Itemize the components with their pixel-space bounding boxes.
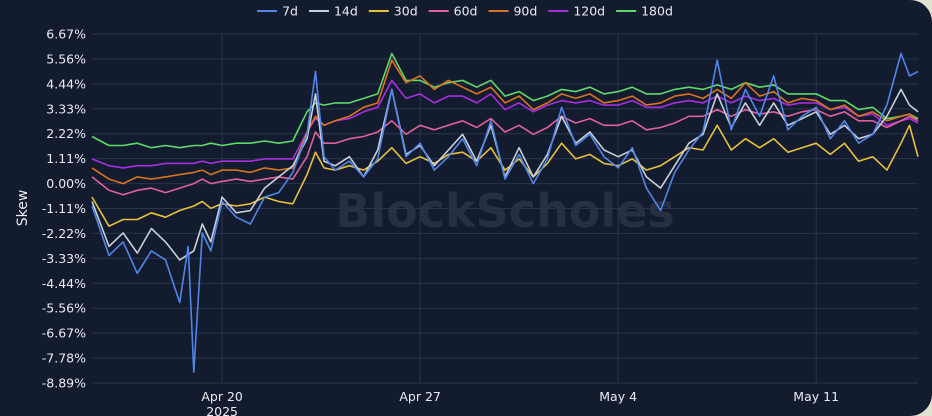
- x-tick-label: May 11: [793, 389, 839, 404]
- series-line-120d: [91, 79, 919, 169]
- legend-item-90d[interactable]: 90d: [488, 4, 537, 19]
- y-axis-label: Skew: [15, 190, 31, 227]
- legend-label: 7d: [282, 4, 298, 19]
- legend-label: 90d: [513, 4, 537, 19]
- series-line-180d: [91, 52, 919, 149]
- y-tick-label: 5.56%: [46, 51, 86, 66]
- y-tick-label: -2.22%: [42, 226, 86, 241]
- y-tick-label: -3.33%: [42, 251, 86, 266]
- y-tick-label: 4.44%: [46, 76, 86, 91]
- x-tick-label: May 4: [599, 389, 637, 404]
- y-tick-label: 3.33%: [46, 101, 86, 116]
- legend-label: 180d: [641, 4, 673, 19]
- x-tick-label: Apr 20: [201, 389, 243, 404]
- legend-label: 14d: [334, 4, 358, 19]
- legend-item-180d[interactable]: 180d: [616, 4, 673, 19]
- series-line-7d: [91, 52, 919, 373]
- legend-label: 30d: [394, 4, 418, 19]
- legend-item-14d[interactable]: 14d: [308, 4, 358, 19]
- y-tick-label: -5.56%: [42, 301, 86, 316]
- legend-item-7d[interactable]: 7d: [257, 4, 298, 19]
- x-tick-sublabel: 2025: [206, 404, 238, 416]
- y-tick-label: 0.00%: [46, 176, 86, 191]
- series-line-90d: [91, 59, 919, 185]
- series-line-60d: [91, 108, 919, 196]
- legend-item-30d[interactable]: 30d: [368, 4, 418, 19]
- y-tick-label: -6.67%: [42, 326, 86, 341]
- watermark-text: BlockScholes: [335, 184, 674, 238]
- legend-item-60d[interactable]: 60d: [428, 4, 478, 19]
- y-tick-label: -8.89%: [42, 376, 86, 391]
- y-tick-label: -7.78%: [42, 351, 86, 366]
- y-tick-label: -1.11%: [42, 201, 86, 216]
- y-tick-label: 6.67%: [46, 27, 86, 42]
- y-tick-label: 2.22%: [46, 126, 86, 141]
- y-tick-label: -4.44%: [42, 276, 86, 291]
- legend-item-120d[interactable]: 120d: [548, 4, 605, 19]
- legend-label: 60d: [454, 4, 478, 19]
- legend[interactable]: 7d 14d 30d 60d 90d 120d 180d: [257, 4, 673, 19]
- legend-label: 120d: [573, 4, 605, 19]
- y-tick-label: 1.11%: [46, 151, 86, 166]
- x-tick-label: Apr 27: [399, 389, 441, 404]
